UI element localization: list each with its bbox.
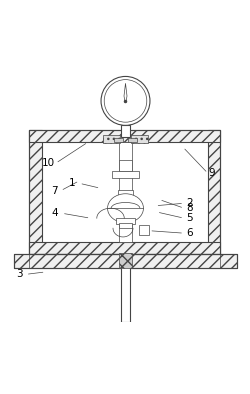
- Circle shape: [101, 76, 149, 125]
- Text: 6: 6: [185, 228, 192, 238]
- Bar: [119, 253, 131, 268]
- Bar: [29, 242, 220, 255]
- Text: 10: 10: [42, 158, 54, 168]
- Bar: [118, 190, 132, 196]
- Bar: [118, 160, 132, 171]
- Bar: [29, 130, 220, 255]
- Text: 8: 8: [185, 203, 192, 213]
- Bar: [14, 255, 236, 268]
- Text: 9: 9: [208, 168, 214, 178]
- Bar: [29, 130, 220, 142]
- Bar: [128, 138, 136, 142]
- Bar: [111, 171, 139, 178]
- Bar: [42, 142, 207, 242]
- Bar: [118, 142, 132, 242]
- Bar: [103, 135, 119, 143]
- Bar: [139, 225, 148, 235]
- Text: 4: 4: [51, 208, 58, 218]
- Bar: [114, 138, 122, 142]
- Text: 3: 3: [16, 269, 23, 279]
- Text: 1: 1: [68, 178, 75, 188]
- Text: 2: 2: [185, 198, 192, 208]
- Bar: [131, 135, 147, 143]
- Bar: [29, 255, 220, 268]
- Ellipse shape: [107, 194, 143, 223]
- Bar: [115, 218, 135, 224]
- Bar: [118, 223, 132, 228]
- Bar: [121, 267, 129, 322]
- Text: 7: 7: [51, 186, 58, 196]
- Bar: [14, 255, 236, 268]
- Text: 5: 5: [185, 213, 192, 223]
- Polygon shape: [124, 83, 126, 102]
- Bar: [120, 125, 130, 137]
- Bar: [29, 130, 42, 255]
- Bar: [207, 130, 220, 255]
